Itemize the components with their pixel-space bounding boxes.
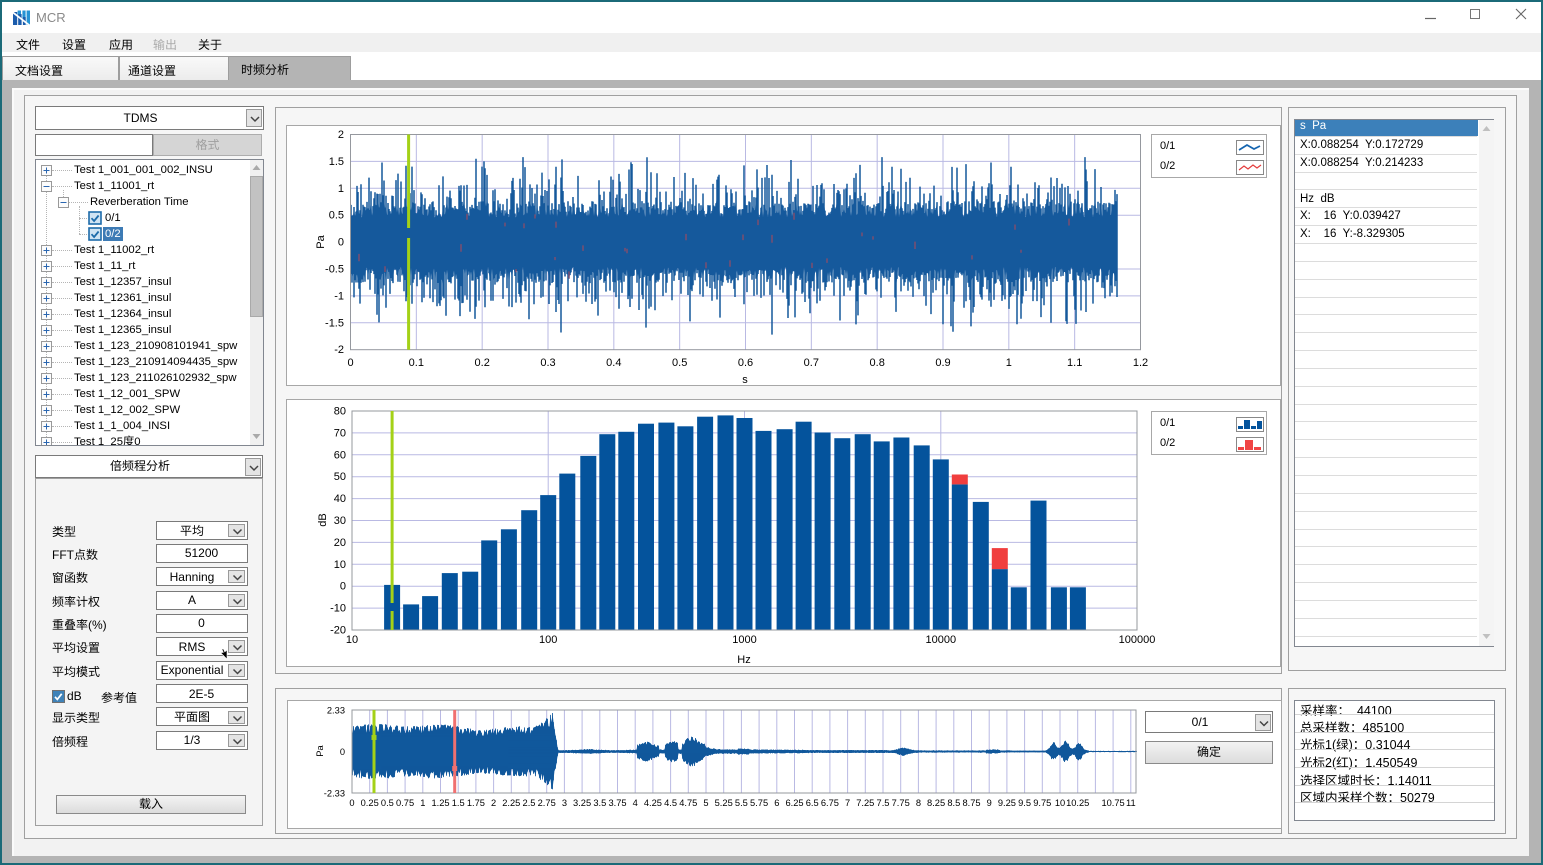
svg-text:9: 9 (987, 798, 992, 808)
svg-text:8: 8 (916, 798, 921, 808)
svg-text:4: 4 (633, 798, 638, 808)
svg-text:0.5: 0.5 (672, 357, 687, 369)
svg-text:0.5: 0.5 (329, 210, 344, 222)
svg-text:-2: -2 (334, 344, 344, 356)
svg-text:60: 60 (334, 449, 346, 461)
svg-text:1: 1 (338, 183, 344, 195)
svg-text:5.5: 5.5 (735, 798, 748, 808)
svg-text:100: 100 (539, 634, 557, 646)
svg-text:2.33: 2.33 (327, 706, 345, 716)
svg-text:0.2: 0.2 (475, 357, 490, 369)
svg-text:8.5: 8.5 (947, 798, 960, 808)
svg-text:2.75: 2.75 (538, 798, 556, 808)
svg-text:2: 2 (338, 129, 344, 141)
svg-text:9.75: 9.75 (1033, 798, 1051, 808)
svg-text:Hz: Hz (737, 654, 750, 666)
svg-text:4.75: 4.75 (679, 798, 697, 808)
svg-text:11: 11 (1126, 798, 1136, 808)
svg-text:7.5: 7.5 (877, 798, 890, 808)
svg-text:2: 2 (491, 798, 496, 808)
svg-text:10.75: 10.75 (1101, 798, 1124, 808)
svg-text:0.6: 0.6 (738, 357, 753, 369)
svg-text:0.9: 0.9 (935, 357, 950, 369)
svg-text:7: 7 (845, 798, 850, 808)
svg-text:4.5: 4.5 (664, 798, 677, 808)
svg-text:1: 1 (1006, 357, 1012, 369)
svg-text:0.75: 0.75 (396, 798, 414, 808)
svg-text:100000: 100000 (1119, 634, 1156, 646)
svg-text:10: 10 (334, 559, 346, 571)
svg-text:1.1: 1.1 (1067, 357, 1082, 369)
svg-text:0.5: 0.5 (381, 798, 394, 808)
svg-text:s: s (742, 374, 748, 386)
svg-text:4.25: 4.25 (644, 798, 662, 808)
svg-text:-0.5: -0.5 (325, 264, 344, 276)
svg-text:6.75: 6.75 (821, 798, 839, 808)
svg-text:0.8: 0.8 (870, 357, 885, 369)
svg-text:0.1: 0.1 (409, 357, 424, 369)
svg-text:dB: dB (317, 513, 329, 526)
svg-text:50: 50 (334, 471, 346, 483)
svg-text:-10: -10 (330, 603, 346, 615)
svg-text:0: 0 (349, 798, 354, 808)
svg-text:-2.33: -2.33 (324, 789, 345, 799)
svg-text:3.75: 3.75 (608, 798, 626, 808)
svg-text:1.5: 1.5 (452, 798, 465, 808)
svg-text:3.25: 3.25 (573, 798, 591, 808)
svg-text:7.25: 7.25 (856, 798, 874, 808)
svg-text:1.5: 1.5 (329, 156, 344, 168)
svg-text:0: 0 (338, 237, 344, 249)
svg-text:0.7: 0.7 (804, 357, 819, 369)
svg-text:10: 10 (1055, 798, 1065, 808)
svg-text:1.2: 1.2 (1133, 357, 1148, 369)
svg-text:-1.5: -1.5 (325, 317, 344, 329)
svg-text:1: 1 (420, 798, 425, 808)
svg-text:Pa: Pa (315, 744, 325, 756)
svg-text:6.5: 6.5 (806, 798, 819, 808)
svg-text:9.25: 9.25 (998, 798, 1016, 808)
svg-text:40: 40 (334, 493, 346, 505)
svg-text:0.3: 0.3 (540, 357, 555, 369)
svg-text:70: 70 (334, 427, 346, 439)
svg-text:10: 10 (346, 634, 358, 646)
svg-text:3: 3 (562, 798, 567, 808)
svg-text:Pa: Pa (315, 234, 327, 248)
svg-text:-1: -1 (334, 290, 344, 302)
svg-text:1.25: 1.25 (431, 798, 449, 808)
svg-text:8.25: 8.25 (927, 798, 945, 808)
svg-text:0.25: 0.25 (361, 798, 379, 808)
svg-text:7.75: 7.75 (892, 798, 910, 808)
svg-text:5.75: 5.75 (750, 798, 768, 808)
svg-text:8.75: 8.75 (962, 798, 980, 808)
svg-text:20: 20 (334, 537, 346, 549)
svg-text:0: 0 (340, 581, 346, 593)
svg-text:0: 0 (340, 747, 345, 757)
svg-text:0: 0 (347, 357, 353, 369)
svg-text:3.5: 3.5 (593, 798, 606, 808)
svg-text:5.25: 5.25 (715, 798, 733, 808)
svg-text:6.25: 6.25 (785, 798, 803, 808)
svg-text:10000: 10000 (926, 634, 957, 646)
svg-text:80: 80 (334, 406, 346, 418)
svg-text:9.5: 9.5 (1018, 798, 1031, 808)
svg-text:0.4: 0.4 (606, 357, 621, 369)
svg-text:2.5: 2.5 (523, 798, 536, 808)
svg-text:1.75: 1.75 (467, 798, 485, 808)
svg-text:6: 6 (774, 798, 779, 808)
svg-text:10.25: 10.25 (1066, 798, 1089, 808)
svg-text:2.25: 2.25 (502, 798, 520, 808)
svg-text:-20: -20 (330, 625, 346, 637)
svg-text:5: 5 (703, 798, 708, 808)
svg-text:30: 30 (334, 515, 346, 527)
svg-text:1000: 1000 (732, 634, 756, 646)
